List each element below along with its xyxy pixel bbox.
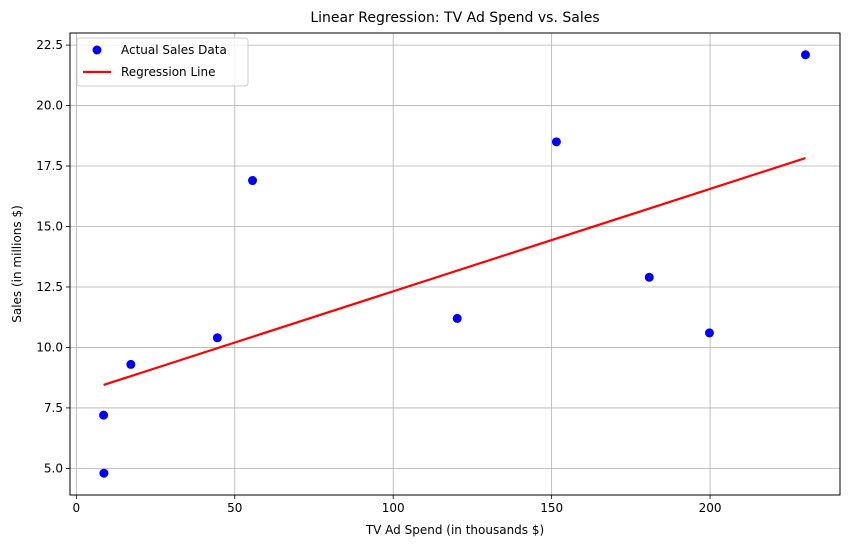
- scatter-point: [248, 176, 258, 186]
- y-tick-label: 20.0: [36, 99, 63, 113]
- scatter-point: [99, 468, 109, 478]
- x-tick-label: 100: [382, 501, 405, 515]
- y-tick-label: 5.0: [44, 461, 63, 475]
- x-axis-ticks: 0 50 100 150 200: [73, 495, 722, 515]
- y-tick-label: 22.5: [36, 38, 63, 52]
- regression-line-group: [103, 157, 806, 386]
- y-axis-ticks: 5.0 7.5 10.0 12.5 15.0 17.5 20.0 22.5: [36, 38, 70, 475]
- y-tick-label: 15.0: [36, 220, 63, 234]
- y-tick-label: 10.0: [36, 340, 63, 354]
- legend-label-regression: Regression Line: [121, 65, 215, 79]
- scatter-point: [452, 313, 462, 323]
- scatter-point: [99, 410, 109, 420]
- scatter-points: [99, 50, 810, 478]
- y-tick-label: 12.5: [36, 280, 63, 294]
- scatter-point: [126, 359, 136, 369]
- legend-marker-scatter: [92, 45, 102, 55]
- plot-frame: [69, 32, 841, 496]
- x-axis-title: TV Ad Spend (in thousands $): [365, 523, 544, 537]
- grid: [70, 33, 840, 495]
- scatter-point: [704, 328, 714, 338]
- scatter-point: [800, 50, 810, 60]
- legend-box: [76, 37, 249, 87]
- scatter-point: [551, 137, 561, 147]
- x-tick-label: 0: [73, 501, 81, 515]
- scatter-point: [212, 333, 222, 343]
- y-tick-label: 7.5: [44, 401, 63, 415]
- x-tick-label: 200: [699, 501, 722, 515]
- regression-line: [103, 157, 806, 386]
- y-axis-title: Sales (in millions $): [10, 205, 24, 323]
- x-tick-label: 150: [540, 501, 563, 515]
- legend-label-actual-sales: Actual Sales Data: [121, 43, 227, 57]
- y-tick-label: 17.5: [36, 159, 63, 173]
- x-tick-label: 50: [227, 501, 242, 515]
- legend: Actual Sales Data Regression Line: [76, 37, 249, 87]
- chart-title: Linear Regression: TV Ad Spend vs. Sales: [310, 10, 599, 26]
- scatter-point: [644, 272, 654, 282]
